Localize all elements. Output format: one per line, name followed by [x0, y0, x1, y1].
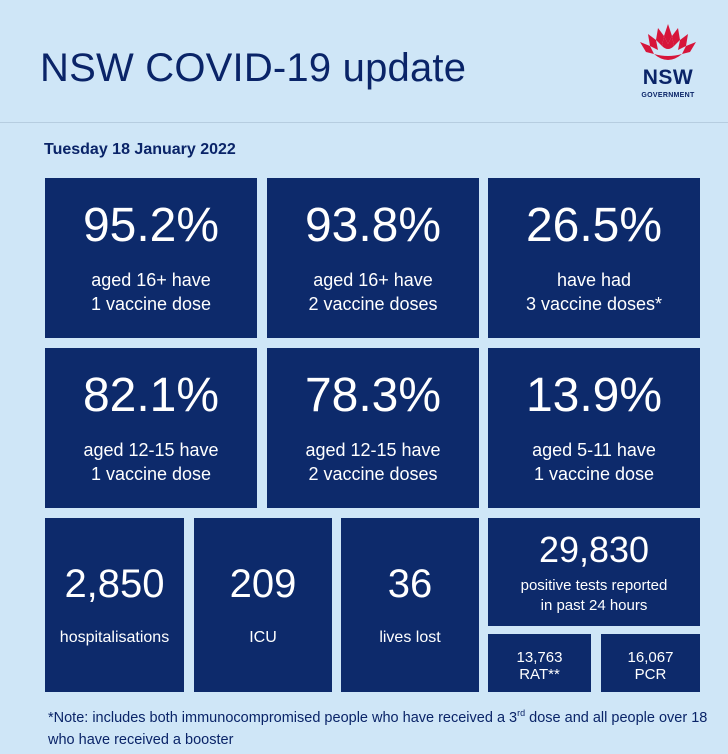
tile-value: 82.1%: [82, 369, 220, 422]
footnote-part1: *Note: includes both immunocompromised p…: [48, 709, 518, 726]
positive-tests-value: 29,830: [538, 529, 650, 570]
rat-value: 13,763: [516, 649, 563, 666]
page-title: NSW COVID-19 update: [40, 46, 467, 90]
positive-tests-tile: 29,830 positive tests reported in past 2…: [488, 518, 700, 626]
icu-value: 209: [229, 562, 297, 606]
tile-label-line1: have had: [556, 270, 632, 290]
icu-tile: 209 ICU: [194, 518, 332, 692]
pcr-tile: 16,067 PCR: [601, 634, 700, 692]
hospitalisations-tile: 2,850 hospitalisations: [45, 518, 184, 692]
tile-label-line1: aged 16+ have: [313, 270, 433, 290]
logo-text: NSW: [642, 66, 694, 89]
vaccine-tile-12-15-dose2: 78.3% aged 12-15 have 2 vaccine doses: [267, 348, 479, 508]
tile-label-line2: 1 vaccine dose: [533, 464, 655, 484]
vaccine-tile-16plus-dose1: 95.2% aged 16+ have 1 vaccine dose: [45, 178, 257, 338]
tile-label-line2: 2 vaccine doses: [308, 294, 438, 314]
logo-subtext: GOVERNMENT: [641, 92, 695, 99]
lives-lost-label: lives lost: [379, 629, 441, 646]
lives-lost-value: 36: [387, 562, 433, 606]
tile-value: 93.8%: [304, 199, 442, 252]
tile-label-line2: 3 vaccine doses*: [525, 294, 663, 314]
waratah-flower-icon: [640, 24, 696, 60]
tile-label-line1: aged 12-15 have: [83, 440, 219, 460]
footnote-part2: dose and all people over 18 who have rec…: [48, 709, 708, 748]
header-divider: [0, 122, 728, 123]
vaccine-tile-16plus-dose2: 93.8% aged 16+ have 2 vaccine doses: [267, 178, 479, 338]
footnote: *Note: includes both immunocompromised p…: [48, 702, 708, 751]
header: NSW COVID-19 update NSW GOVERNMENT: [0, 0, 728, 120]
nsw-government-logo: NSW GOVERNMENT: [628, 22, 708, 102]
positive-tests-label-line2: in past 24 hours: [540, 597, 648, 614]
pcr-label: PCR: [634, 666, 667, 683]
tile-value: 26.5%: [525, 199, 663, 252]
positive-tests-label-line1: positive tests reported: [520, 577, 668, 594]
tile-label-line1: aged 16+ have: [91, 270, 211, 290]
tile-value: 13.9%: [525, 369, 663, 422]
rat-label: RAT**: [519, 666, 560, 683]
hospitalisations-value: 2,850: [64, 562, 165, 606]
vaccine-tile-5-11-dose1: 13.9% aged 5-11 have 1 vaccine dose: [488, 348, 700, 508]
lives-lost-tile: 36 lives lost: [341, 518, 479, 692]
pcr-value: 16,067: [627, 649, 674, 666]
footnote-superscript: rd: [517, 708, 526, 718]
tile-label-line1: aged 5-11 have: [532, 440, 656, 460]
icu-label: ICU: [249, 629, 277, 646]
tile-label-line2: 2 vaccine doses: [308, 464, 438, 484]
vaccine-tile-dose3: 26.5% have had 3 vaccine doses*: [488, 178, 700, 338]
hospitalisations-label: hospitalisations: [59, 629, 170, 646]
tile-label-line1: aged 12-15 have: [305, 440, 441, 460]
rat-tile: 13,763 RAT**: [488, 634, 591, 692]
tile-label-line2: 1 vaccine dose: [90, 464, 212, 484]
tile-label-line2: 1 vaccine dose: [90, 294, 212, 314]
tile-value: 95.2%: [82, 199, 220, 252]
tile-value: 78.3%: [304, 369, 442, 422]
report-date: Tuesday 18 January 2022: [44, 141, 236, 158]
vaccine-tile-12-15-dose1: 82.1% aged 12-15 have 1 vaccine dose: [45, 348, 257, 508]
